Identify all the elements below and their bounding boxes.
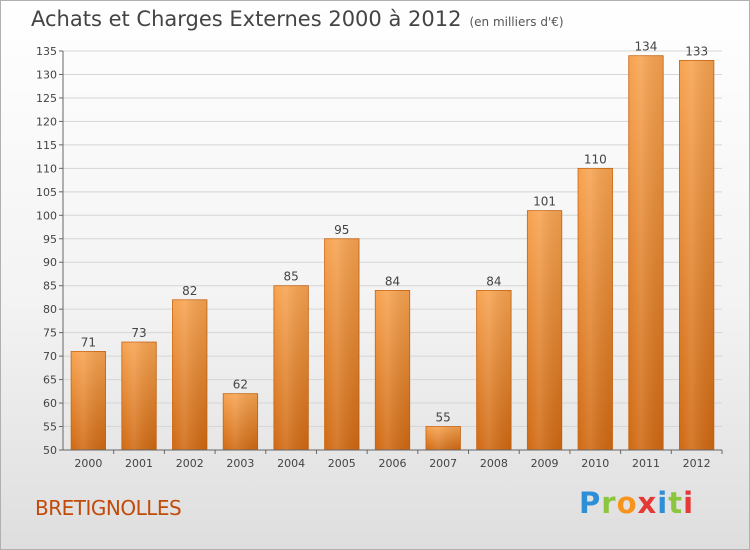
bar-layer: 71 73 82 62 85 95 84 55 84 101 110 134 133 (70, 40, 715, 451)
logo-letter: P (579, 486, 602, 520)
x-tick-label-2001: 2001 (125, 457, 153, 470)
y-tick-label: 65 (43, 374, 57, 387)
data-label-2006: 84 (385, 274, 400, 288)
x-tick-label-2012: 2012 (683, 457, 711, 470)
data-label-2007: 55 (436, 411, 451, 425)
y-tick-label: 60 (43, 397, 57, 410)
y-tick-label: 130 (36, 68, 57, 81)
chart-unit: (en milliers d'€) (469, 15, 564, 29)
y-tick-label: 95 (43, 233, 57, 246)
logo-letter: x (637, 486, 658, 520)
data-label-2004: 85 (283, 270, 298, 284)
data-label-2009: 101 (533, 195, 556, 209)
y-tick-label: 85 (43, 280, 57, 293)
logo-letter: i (683, 486, 695, 520)
x-tick-label-2005: 2005 (328, 457, 356, 470)
data-label-2002: 82 (182, 284, 197, 298)
x-tick-label-2006: 2006 (379, 457, 407, 470)
data-label-2008: 84 (486, 274, 501, 288)
bar-shine-2011 (628, 55, 664, 450)
data-label-2001: 73 (131, 326, 146, 340)
logo-letter: i (657, 486, 669, 520)
proxiti-logo: Proxiti (579, 486, 694, 520)
y-tick-label: 110 (36, 162, 57, 175)
x-tick-label-2011: 2011 (632, 457, 660, 470)
y-tick-label: 115 (36, 139, 57, 152)
y-tick-label: 120 (36, 115, 57, 128)
x-tick-label-2000: 2000 (74, 457, 102, 470)
bar-shine-2007 (425, 426, 461, 450)
bar-shine-2008 (476, 290, 512, 450)
bar-shine-2005 (324, 238, 360, 450)
place-name: BRETIGNOLLES (35, 496, 182, 520)
y-tick-label: 75 (43, 327, 57, 340)
bar-shine-2002 (172, 299, 207, 450)
data-label-2005: 95 (334, 223, 349, 237)
data-label-2003: 62 (233, 378, 248, 392)
x-tick-label-2007: 2007 (429, 457, 457, 470)
bar-shine-2006 (375, 290, 410, 450)
data-label-2010: 110 (584, 152, 607, 166)
logo-letter: r (601, 486, 617, 520)
x-tick-label-2003: 2003 (226, 457, 254, 470)
bar-shine-2012 (679, 60, 714, 450)
bar-shine-2009 (527, 210, 562, 450)
y-tick-label: 100 (36, 209, 57, 222)
chart-title: Achats et Charges Externes 2000 à 2012 (e… (31, 7, 564, 31)
bar-shine-2003 (223, 393, 258, 450)
data-label-2011: 134 (635, 40, 658, 54)
y-tick-label: 125 (36, 92, 57, 105)
x-tick-label-2004: 2004 (277, 457, 305, 470)
y-tick-label: 50 (43, 444, 57, 457)
y-tick-label: 135 (36, 45, 57, 58)
y-tick-label: 105 (36, 186, 57, 199)
chart-title-text: Achats et Charges Externes 2000 à 2012 (31, 7, 462, 31)
y-tick-label: 80 (43, 303, 57, 316)
data-label-2012: 133 (685, 44, 708, 58)
bar-shine-2000 (71, 351, 106, 450)
data-label-2000: 71 (81, 335, 96, 349)
x-tick-label-2010: 2010 (581, 457, 609, 470)
bar-shine-2010 (578, 168, 613, 450)
x-tick-label-2002: 2002 (176, 457, 204, 470)
logo-letter: o (616, 486, 638, 520)
axis-layer: 50 55 60 65 70 75 80 85 90 95 100 105 110 115 120 125 13… (36, 45, 723, 470)
y-tick-label: 90 (43, 256, 57, 269)
bar-shine-2004 (273, 285, 309, 450)
x-tick-label-2009: 2009 (531, 457, 559, 470)
y-tick-label: 70 (43, 350, 57, 363)
bar-shine-2001 (121, 342, 157, 450)
logo-letter: t (668, 486, 684, 520)
y-tick-label: 55 (43, 421, 57, 434)
x-tick-label-2008: 2008 (480, 457, 508, 470)
